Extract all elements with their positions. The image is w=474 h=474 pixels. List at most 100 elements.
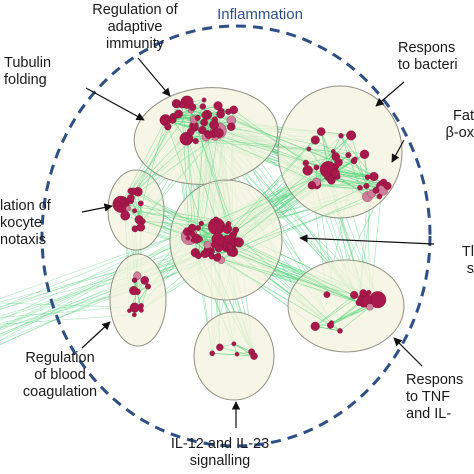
label-response-bacteria: Respons to bacteri [398,40,458,73]
edge [230,247,360,303]
node [209,350,215,357]
node [164,123,172,131]
edge [221,189,383,261]
edge-offscreen [0,227,199,338]
cluster-tnf [287,259,405,353]
node [216,343,224,351]
node [357,184,363,191]
arrow-tnf [393,337,423,367]
node [331,168,340,178]
arrow-tubulin [85,87,145,121]
cluster-coagulation [109,253,167,347]
edge [314,294,355,327]
node [199,103,206,110]
node [369,171,379,182]
edge [305,156,336,164]
node [201,97,207,103]
node [136,222,146,232]
node-layer [112,95,392,360]
node [338,133,344,139]
edge [187,137,193,228]
edge [335,156,375,177]
edge [186,101,339,163]
node [307,181,317,190]
node [174,100,181,107]
arrow-leukocyte [81,203,113,213]
node [231,341,237,347]
node [359,149,370,159]
node [363,183,370,189]
node [209,120,219,130]
arrow-adaptive [137,57,171,97]
node [188,103,197,111]
node [185,235,191,241]
edge [233,185,367,252]
node [129,286,139,296]
node [198,126,207,135]
edge [214,136,317,183]
edge [308,148,355,162]
node [323,291,331,298]
node [203,240,212,249]
edge-offscreen [0,238,201,329]
arrow-tlr [299,234,435,245]
arrow-fatty [391,139,405,163]
node [376,193,383,200]
node [131,277,138,283]
edge [233,109,306,164]
node [213,101,223,111]
node [189,231,196,238]
node [132,208,138,214]
node [127,194,135,202]
node [119,198,126,205]
node [313,164,320,171]
edge [212,352,255,357]
label-tlr-signalling: Tl s [461,244,474,277]
edge [134,136,216,229]
edge [216,257,331,326]
node [226,248,235,257]
edge [315,139,375,177]
node [227,122,236,131]
node [198,220,204,226]
node [137,200,144,207]
edge [165,120,212,252]
edge [330,302,360,326]
node [233,237,244,248]
node [350,290,359,300]
node [129,302,140,313]
edge [187,137,197,239]
node [383,181,392,190]
edge [134,120,166,229]
node [327,321,334,329]
node [355,299,363,306]
node [316,127,326,136]
node [190,238,196,243]
node [174,109,183,119]
edge [142,220,217,227]
edge [339,306,371,332]
edge [187,137,217,220]
node [248,348,255,356]
node [213,253,221,262]
node [229,105,238,115]
edge [321,131,352,136]
inflammation-ring [40,24,432,448]
arrow-bacteria [375,81,405,107]
node [125,205,132,212]
node [186,127,195,136]
node [346,130,357,141]
label-fatty-acid-oxidation: Fat β-ox [445,108,474,141]
node [337,328,343,334]
edge-offscreen [0,255,199,337]
edge [331,306,371,323]
label-tubulin-folding: Tubulin folding [4,55,52,88]
label-il12-il23-signalling: IL-12 and IL-23 signalling [170,436,270,469]
edge [350,135,367,187]
node [195,225,201,231]
edge [330,306,371,326]
edge [311,185,377,191]
node [201,111,209,119]
node [131,312,137,318]
